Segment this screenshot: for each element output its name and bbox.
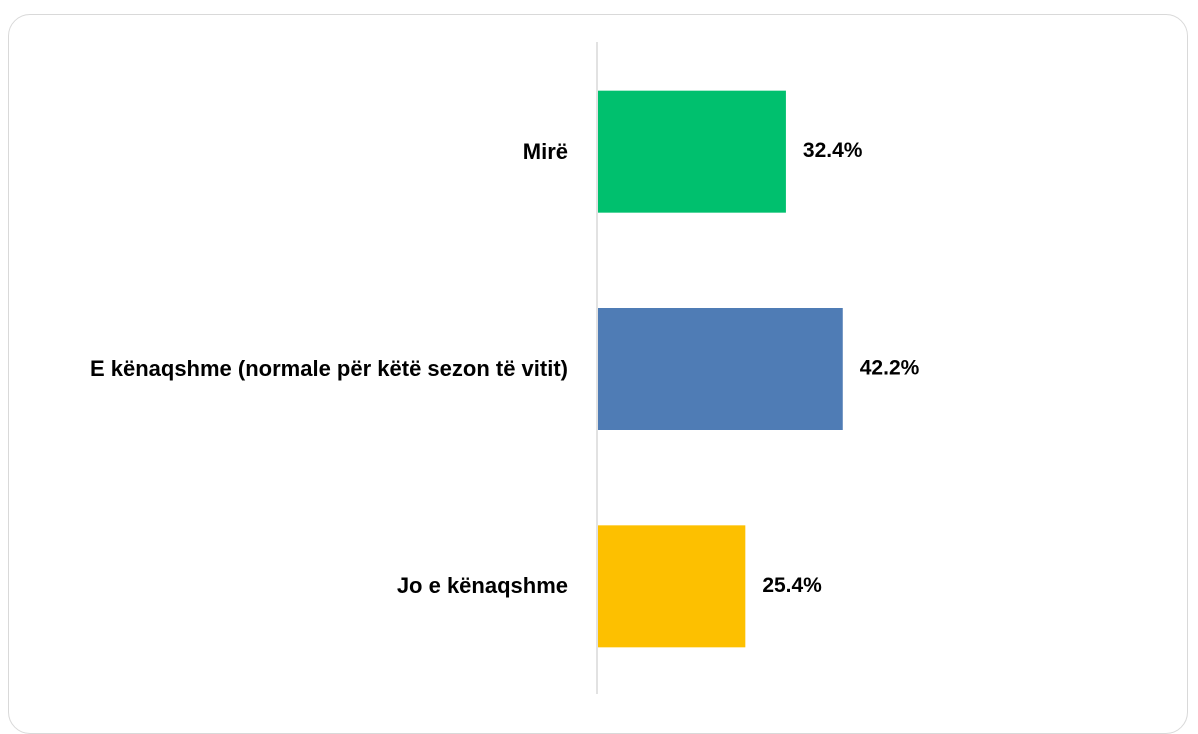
bar	[598, 525, 746, 648]
category-label: Mirë	[522, 138, 568, 164]
value-label: 25.4%	[762, 574, 822, 597]
bar	[598, 90, 786, 213]
value-label: 42.2%	[860, 357, 920, 380]
category-label-box: Mirë	[10, 137, 568, 167]
category-label: E kënaqshme (normale për këtë sezon të v…	[89, 356, 568, 381]
bar	[598, 308, 843, 430]
chart: 32.4% 42.2% 25.4%	[596, 42, 920, 694]
category-label: Jo e kënaqshme	[396, 573, 568, 599]
value-label: 32.4%	[803, 139, 863, 162]
page: Mirë E kënaqshme (normale për këtë sezon …	[8, 14, 1188, 734]
category-label-box: E kënaqshme (normale për këtë sezon të v…	[10, 354, 568, 384]
category-label-box: Jo e kënaqshme	[10, 571, 568, 601]
